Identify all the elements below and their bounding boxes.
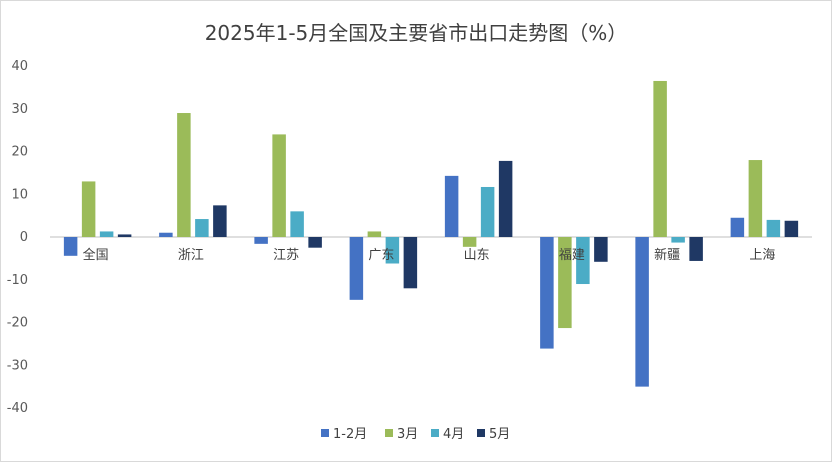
category-label: 新疆 [654,247,680,263]
y-tick-label: -10 [7,273,28,288]
category-label: 山东 [464,248,490,263]
legend-label: 3月 [397,427,418,442]
category-label: 浙江 [178,248,204,263]
bar-4-0 [444,175,459,237]
y-tick-label: 30 [11,102,28,117]
bar-4-3 [498,160,513,237]
legend-label: 4月 [443,427,464,442]
bar-7-2 [766,219,781,237]
bars [63,80,799,387]
legend-swatch [321,429,329,437]
bar-6-2 [671,237,685,243]
category-label: 江苏 [273,247,299,263]
bar-3-3 [403,237,418,289]
bar-2-0 [254,237,268,244]
category-label: 福建 [559,248,585,263]
bar-3-2 [385,237,400,264]
legend: 1-2月 3月 4月 5月 [321,427,510,442]
bar-0-0 [63,237,78,256]
legend-swatch [431,429,439,437]
legend-swatch [477,429,485,437]
bar-2-3 [308,237,322,248]
bar-5-0 [540,237,554,349]
bar-5-1 [558,237,572,329]
chart-title: 2025年1-5月全国及主要省市出口走势图（%） [205,21,628,45]
bar-6-3 [689,237,703,261]
bar-1-0 [159,232,173,237]
bar-2-1 [272,134,286,237]
bar-5-2 [576,237,590,285]
bar-3-0 [349,237,364,300]
bar-0-1 [81,181,96,237]
category-labels: 全国 浙江 江苏 广东 山东 福建 新疆 上海 [83,247,776,263]
y-tick-label: 10 [11,187,28,202]
y-tick-label: 20 [11,145,28,160]
legend-label: 5月 [489,427,510,442]
bar-7-1 [748,160,763,237]
bar-5-3 [594,237,608,262]
y-tick-label: 0 [20,230,28,245]
bar-6-1 [653,80,667,238]
bar-1-1 [177,113,191,237]
y-tick-label: -20 [7,316,28,331]
bar-3-1 [367,231,382,237]
legend-label: 1-2月 [333,427,367,442]
y-tick-label: 40 [11,59,28,74]
category-label: 全国 [83,247,109,263]
bar-6-0 [635,237,649,387]
y-tick-label: -40 [7,401,28,416]
bar-0-3 [117,234,132,237]
bar-1-2 [195,219,209,237]
bar-1-3 [213,205,227,237]
category-label: 上海 [749,248,775,263]
bar-0-2 [99,231,114,237]
y-tick-label: -30 [7,358,28,373]
bar-4-1 [462,237,477,247]
legend-swatch [385,429,393,437]
bar-2-2 [290,211,304,237]
y-axis-labels: 40 30 20 10 0 -10 -20 -30 -40 [7,59,28,416]
bar-4-2 [480,186,495,237]
category-label: 广东 [368,248,394,263]
bar-7-0 [730,217,745,237]
bar-7-3 [784,220,799,237]
